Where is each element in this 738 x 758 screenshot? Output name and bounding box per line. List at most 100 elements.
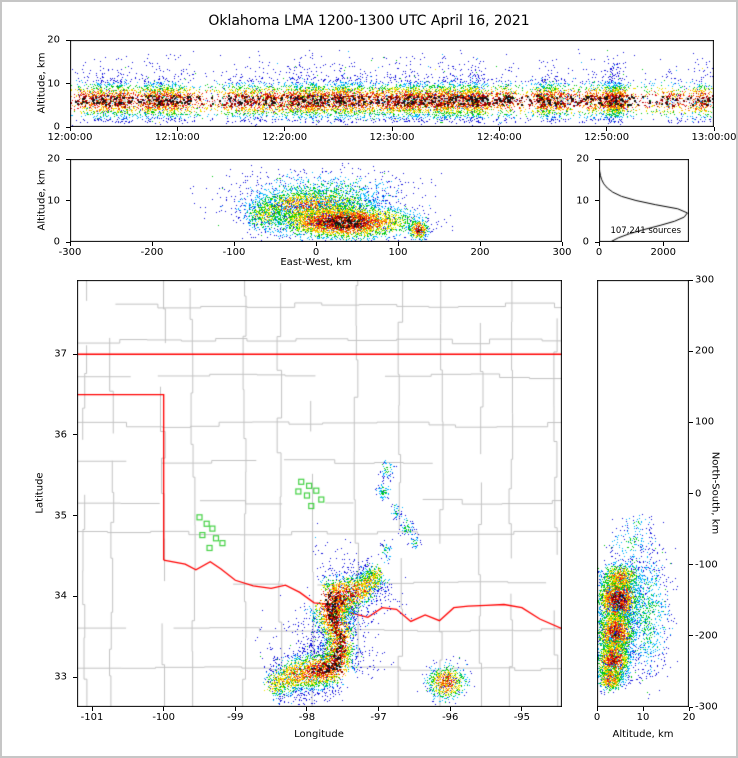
tick-label: -98: [298, 712, 316, 723]
tick-label: 0: [53, 236, 60, 248]
tick-mark: [688, 707, 690, 711]
time-panel-ylabel: Altitude, km: [36, 52, 48, 114]
tick-mark: [449, 707, 451, 711]
tick-label: -95: [513, 712, 531, 723]
tick-label: 100: [388, 247, 408, 258]
tick-mark: [397, 242, 399, 246]
tick-mark: [315, 242, 317, 246]
tick-mark: [66, 39, 70, 41]
ns-panel-ylabel: North-South, km: [709, 451, 721, 535]
plan-view-map-panel: [77, 280, 562, 707]
tick-mark: [163, 707, 165, 711]
tick-label: -100: [222, 247, 246, 258]
tick-label: 300: [552, 247, 572, 258]
tick-label: -300: [695, 701, 718, 713]
tick-mark: [479, 242, 481, 246]
map-xlabel: Longitude: [294, 729, 344, 740]
tick-mark: [73, 595, 77, 597]
ew-panel-ylabel: Altitude, km: [36, 169, 48, 231]
tick-mark: [689, 564, 693, 566]
tick-mark: [606, 127, 608, 131]
tick-mark: [66, 200, 70, 201]
tick-label: 20: [47, 34, 60, 46]
tick-label: -100: [695, 559, 718, 571]
tick-mark: [176, 127, 178, 131]
tick-mark: [689, 493, 693, 494]
tick-mark: [689, 421, 693, 423]
tick-mark: [689, 706, 693, 708]
tick-label: 10: [576, 195, 589, 206]
tick-label: -97: [370, 712, 387, 723]
tick-mark: [66, 158, 70, 160]
tick-label: 10: [47, 78, 60, 89]
tick-label: -200: [695, 630, 718, 642]
tick-mark: [689, 279, 693, 281]
ew-panel-xlabel: East-West, km: [280, 257, 352, 268]
tick-mark: [595, 200, 599, 201]
tick-mark: [689, 635, 693, 637]
tick-label: 200: [695, 345, 715, 357]
tick-mark: [66, 83, 70, 84]
figure-title: Oklahoma LMA 1200-1300 UTC April 16, 202…: [208, 13, 530, 29]
tick-mark: [391, 127, 393, 131]
tick-label: 13:00:00: [691, 132, 737, 143]
tick-mark: [498, 127, 500, 131]
time-height-panel: [70, 40, 714, 127]
tick-label: 10: [636, 712, 650, 723]
tick-mark: [73, 434, 77, 436]
tick-label: 0: [312, 247, 320, 258]
tick-label: -99: [227, 712, 244, 723]
tick-mark: [595, 158, 599, 160]
tick-mark: [561, 242, 563, 246]
tick-mark: [662, 242, 664, 246]
tick-mark: [598, 242, 600, 246]
tick-label: 37: [54, 348, 67, 360]
tick-label: 20: [576, 153, 589, 165]
tick-label: 12:10:00: [154, 132, 200, 143]
tick-label: 300: [695, 274, 715, 286]
tick-label: 10: [47, 195, 60, 206]
tick-label: 33: [54, 671, 67, 683]
tick-label: -200: [140, 247, 164, 258]
tick-label: 0: [695, 488, 702, 499]
tick-label: 2000: [650, 247, 677, 258]
tick-mark: [151, 242, 153, 246]
tick-label: 20: [47, 153, 60, 165]
tick-mark: [69, 242, 71, 246]
map-ylabel: Latitude: [34, 472, 46, 514]
tick-mark: [234, 707, 236, 711]
ns-panel-xlabel: Altitude, km: [612, 729, 674, 740]
tick-label: 12:40:00: [476, 132, 522, 143]
tick-label: -96: [442, 712, 459, 723]
tick-mark: [233, 242, 235, 246]
tick-label: 20: [682, 712, 696, 723]
tick-label: 12:30:00: [369, 132, 415, 143]
tick-mark: [689, 350, 693, 352]
tick-mark: [642, 707, 644, 711]
tick-label: 0: [53, 121, 60, 133]
north-south-height-panel: [597, 280, 689, 707]
tick-label: -300: [58, 247, 82, 258]
east-west-height-panel: [70, 159, 562, 242]
tick-mark: [66, 126, 70, 128]
tick-mark: [521, 707, 523, 711]
tick-mark: [284, 127, 286, 131]
tick-mark: [378, 707, 380, 711]
altitude-histogram-panel: [599, 159, 689, 242]
tick-mark: [595, 241, 599, 243]
tick-label: 35: [54, 510, 67, 522]
tick-label: 200: [470, 247, 490, 258]
tick-label: 36: [54, 429, 67, 441]
tick-label: 12:00:00: [47, 132, 93, 143]
tick-label: 12:20:00: [262, 132, 308, 143]
tick-mark: [91, 707, 93, 711]
tick-mark: [73, 515, 77, 517]
tick-label: 34: [54, 590, 67, 602]
tick-mark: [596, 707, 598, 711]
tick-label: -101: [80, 712, 104, 723]
tick-label: 0: [582, 236, 589, 248]
tick-mark: [73, 676, 77, 678]
tick-label: 12:50:00: [584, 132, 630, 143]
tick-mark: [713, 127, 715, 131]
